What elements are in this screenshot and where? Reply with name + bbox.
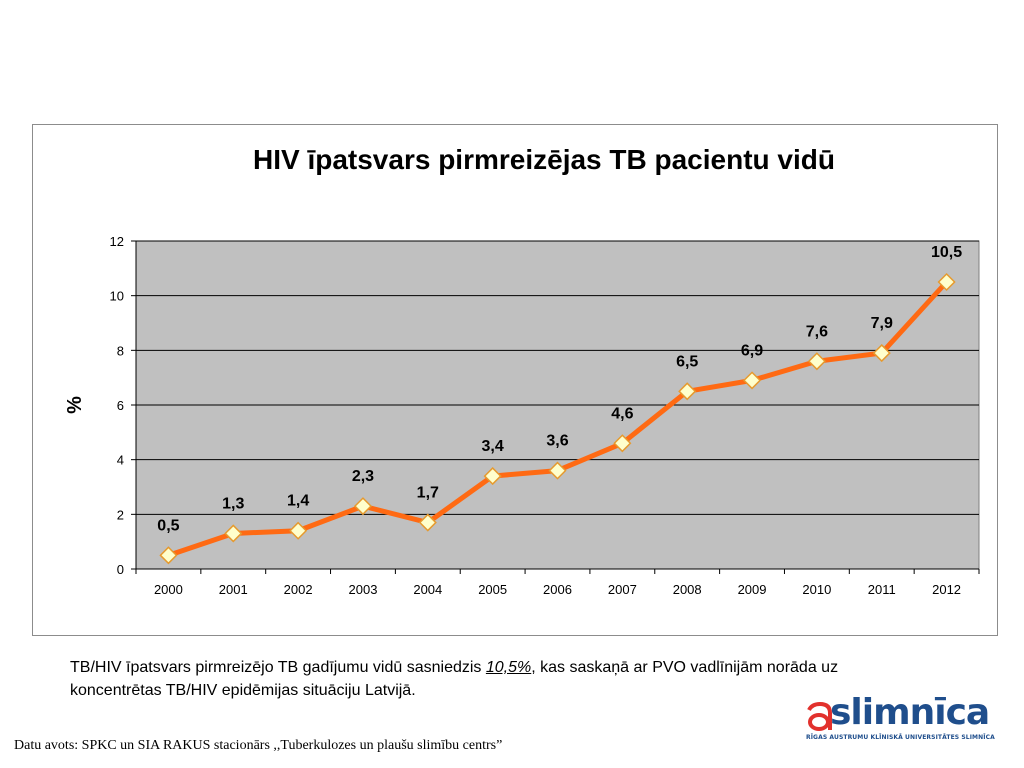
x-tick-label: 2008	[673, 582, 702, 597]
data-point	[224, 524, 243, 543]
x-tick-label: 2009	[738, 582, 767, 597]
caption-text-end: , kas saskaņā ar PVO vadlīnijām norāda u…	[70, 659, 839, 699]
y-tick-label: 12	[110, 234, 124, 249]
data-point	[353, 497, 373, 516]
x-tick-label: 2010	[802, 582, 831, 597]
logo-subtitle: RĪGAS AUSTRUMU KLĪNISKĀ UNIVERSITĀTES SL…	[806, 734, 995, 741]
data-point	[418, 513, 437, 532]
x-tick-label: 2003	[349, 582, 378, 597]
data-label: 7,6	[806, 323, 828, 340]
data-label: 3,6	[546, 433, 568, 450]
y-tick-label: 4	[117, 453, 124, 468]
data-point	[548, 461, 567, 480]
chart-title: HIV īpatsvars pirmreizējas TB pacientu v…	[253, 144, 835, 175]
line-chart: HIV īpatsvars pirmreizējas TB pacientu v…	[64, 144, 980, 597]
data-point	[678, 382, 697, 401]
caption-highlight: 10,5%	[485, 659, 532, 676]
y-tick-label: 8	[117, 343, 124, 358]
logo-wordmark: slimnīca	[830, 692, 990, 733]
source-note: Datu avots: SPKC un SIA RAKUS stacionārs…	[14, 738, 503, 753]
data-label: 1,7	[417, 485, 439, 502]
x-tick-label: 2012	[932, 582, 961, 597]
data-point	[807, 352, 826, 371]
y-tick-label: 0	[117, 562, 124, 577]
data-label: 3,4	[482, 438, 504, 455]
data-label: 1,3	[222, 495, 244, 512]
y-tick-label: 6	[117, 398, 124, 413]
plot-area: 0 2 4 6 8 10 12 2000 2001 2002 2003 2004 2005 2006 200…	[110, 234, 980, 597]
data-label: 2,3	[352, 468, 374, 485]
data-label: 6,5	[676, 353, 698, 370]
data-label: 0,5	[157, 517, 179, 534]
x-tick-label: 2006	[543, 582, 572, 597]
data-label: 4,6	[611, 405, 633, 422]
data-point	[159, 546, 178, 565]
caption-text-start: TB/HIV īpatsvars pirmreizējo TB gadījumu…	[70, 659, 486, 676]
data-label: 7,9	[871, 315, 893, 332]
data-point	[742, 371, 762, 390]
data-point	[937, 272, 956, 292]
x-tick-label: 2011	[868, 582, 896, 597]
x-tick-label: 2001	[219, 582, 248, 597]
y-axis-label: %	[64, 396, 86, 414]
y-tick-label: 2	[117, 507, 124, 522]
x-tick-label: 2002	[284, 582, 313, 597]
data-label: 10,5	[931, 244, 962, 261]
data-label: 1,4	[287, 493, 309, 510]
data-label: 6,9	[741, 342, 763, 359]
x-tick-label: 2007	[608, 582, 637, 597]
x-tick-label: 2005	[478, 582, 507, 597]
data-point	[289, 521, 308, 540]
data-point	[483, 467, 502, 486]
y-tick-label: 10	[110, 289, 124, 304]
x-tick-label: 2004	[413, 582, 442, 597]
data-point	[613, 434, 632, 453]
hospital-logo: slimnīca RĪGAS AUSTRUMU KLĪNISKĀ UNIVERS…	[806, 692, 1002, 746]
x-tick-label: 2000	[154, 582, 183, 597]
logo-a-icon	[807, 701, 832, 731]
caption: TB/HIV īpatsvars pirmreizējo TB gadījumu…	[70, 656, 870, 702]
data-point	[872, 344, 891, 363]
chart-frame: HIV īpatsvars pirmreizējas TB pacientu v…	[32, 124, 998, 636]
